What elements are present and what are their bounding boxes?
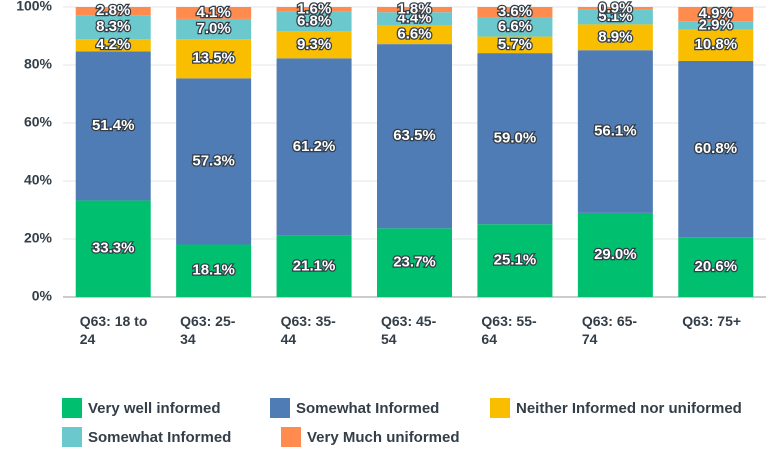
value-label: 2.9% [699,16,733,33]
bar-segment [75,15,151,40]
bar-segment [176,78,252,245]
value-label: 0.9% [598,0,632,16]
value-label: 5.1% [598,8,632,25]
bar-segment [477,224,553,297]
value-label: 4.4% [397,10,431,27]
legend-swatch [490,398,510,418]
y-tick-label: 80% [24,56,53,72]
value-label: 6.6% [498,18,532,35]
value-label: 23.7% [393,254,436,271]
x-tick-label: Q63: 75+ [682,313,742,329]
bar-segment [176,18,252,40]
value-label: 20.6% [695,258,738,275]
legend-label: Very Much uniformed [307,429,460,446]
value-label: 18.1% [192,262,235,279]
bar-segment [477,17,553,37]
value-label: 63.5% [393,127,436,144]
value-label: 56.1% [594,123,637,140]
bar-segment [276,235,352,297]
value-label: 25.1% [494,252,537,269]
value-label: 6.6% [397,26,431,43]
x-tick-label: Q63: 25-34 [180,313,236,347]
bar-segment [477,53,553,225]
value-label: 1.6% [297,0,331,17]
bar-segment [276,58,352,236]
value-label: 29.0% [594,246,637,263]
bar-segment [276,7,352,12]
bar-segment [678,7,754,22]
bar-segment [477,36,553,54]
x-tick-label: Q63: 55-64 [481,313,537,347]
value-label: 21.1% [293,257,336,274]
bar-segment [577,7,653,10]
bar-segment [176,244,252,297]
bar-segment [377,12,452,25]
bar-segment [75,7,151,16]
value-label: 57.3% [192,152,235,169]
value-label: 8.3% [96,18,130,35]
x-tick-label: Q63: 65-74 [581,313,638,347]
value-label: 7.0% [197,20,231,37]
legend-swatch [281,427,301,447]
value-label: 33.3% [92,240,135,257]
bar-segment [377,7,452,13]
bar-segment [276,11,352,32]
value-label: 2.8% [96,2,130,19]
legend-label: Somewhat Informed [88,429,231,446]
value-label: 13.5% [192,50,235,67]
value-label: 4.1% [197,4,231,21]
bar-segment [176,39,252,79]
bar-segment [678,60,754,238]
bar-segment [678,237,754,297]
bar-segment [577,9,653,25]
y-tick-label: 40% [24,172,53,188]
bar-segment [75,51,151,201]
value-label: 1.8% [397,1,431,18]
bar-segment [577,24,653,51]
bar-segment [377,24,452,45]
legend-swatch [62,427,82,447]
x-tick-label: Q63: 18 to 24 [79,313,148,347]
bar-segment [678,29,754,61]
bar-segment [176,7,252,19]
y-tick-label: 60% [24,114,53,130]
value-label: 3.6% [498,3,532,20]
value-label: 51.4% [92,117,135,134]
value-label: 6.8% [297,12,331,29]
legend-swatch [270,398,290,418]
bar-segment [377,44,452,229]
y-tick-label: 0% [32,288,53,304]
y-tick-label: 20% [24,230,53,246]
bar-segment [577,212,653,297]
bar-segment [678,21,754,30]
value-label: 60.8% [695,140,738,157]
value-label: 4.2% [96,36,130,53]
value-label: 10.8% [695,36,738,53]
value-label: 61.2% [293,138,336,155]
legend-label: Neither Informed nor uniformed [516,400,742,417]
bar-segment [377,228,452,297]
legend-swatch [62,398,82,418]
value-label: 59.0% [494,130,537,147]
y-tick-label: 100% [16,0,52,14]
bar-segment [477,7,553,18]
bar-segment [75,200,151,297]
x-tick-label: Q63: 35-44 [280,313,336,347]
value-label: 5.7% [498,36,532,53]
x-tick-label: Q63: 45-54 [381,313,437,347]
legend-label: Very well informed [88,400,221,417]
value-label: 8.9% [598,28,632,45]
value-label: 4.9% [699,5,733,22]
bar-segment [276,31,352,59]
value-label: 9.3% [297,36,331,53]
bar-segment [577,50,653,213]
bar-segment [75,39,151,52]
legend-label: Somewhat Informed [296,400,439,417]
